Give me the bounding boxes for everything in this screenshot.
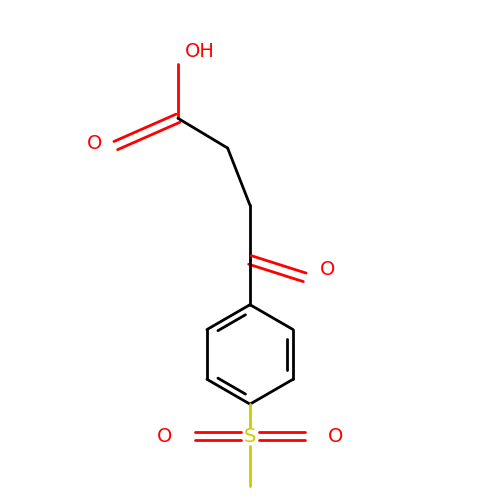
Text: O: O: [320, 260, 335, 280]
Text: S: S: [244, 427, 256, 446]
Text: O: O: [157, 427, 172, 446]
Text: O: O: [328, 427, 343, 446]
Text: OH: OH: [186, 42, 215, 60]
Text: O: O: [87, 134, 102, 152]
